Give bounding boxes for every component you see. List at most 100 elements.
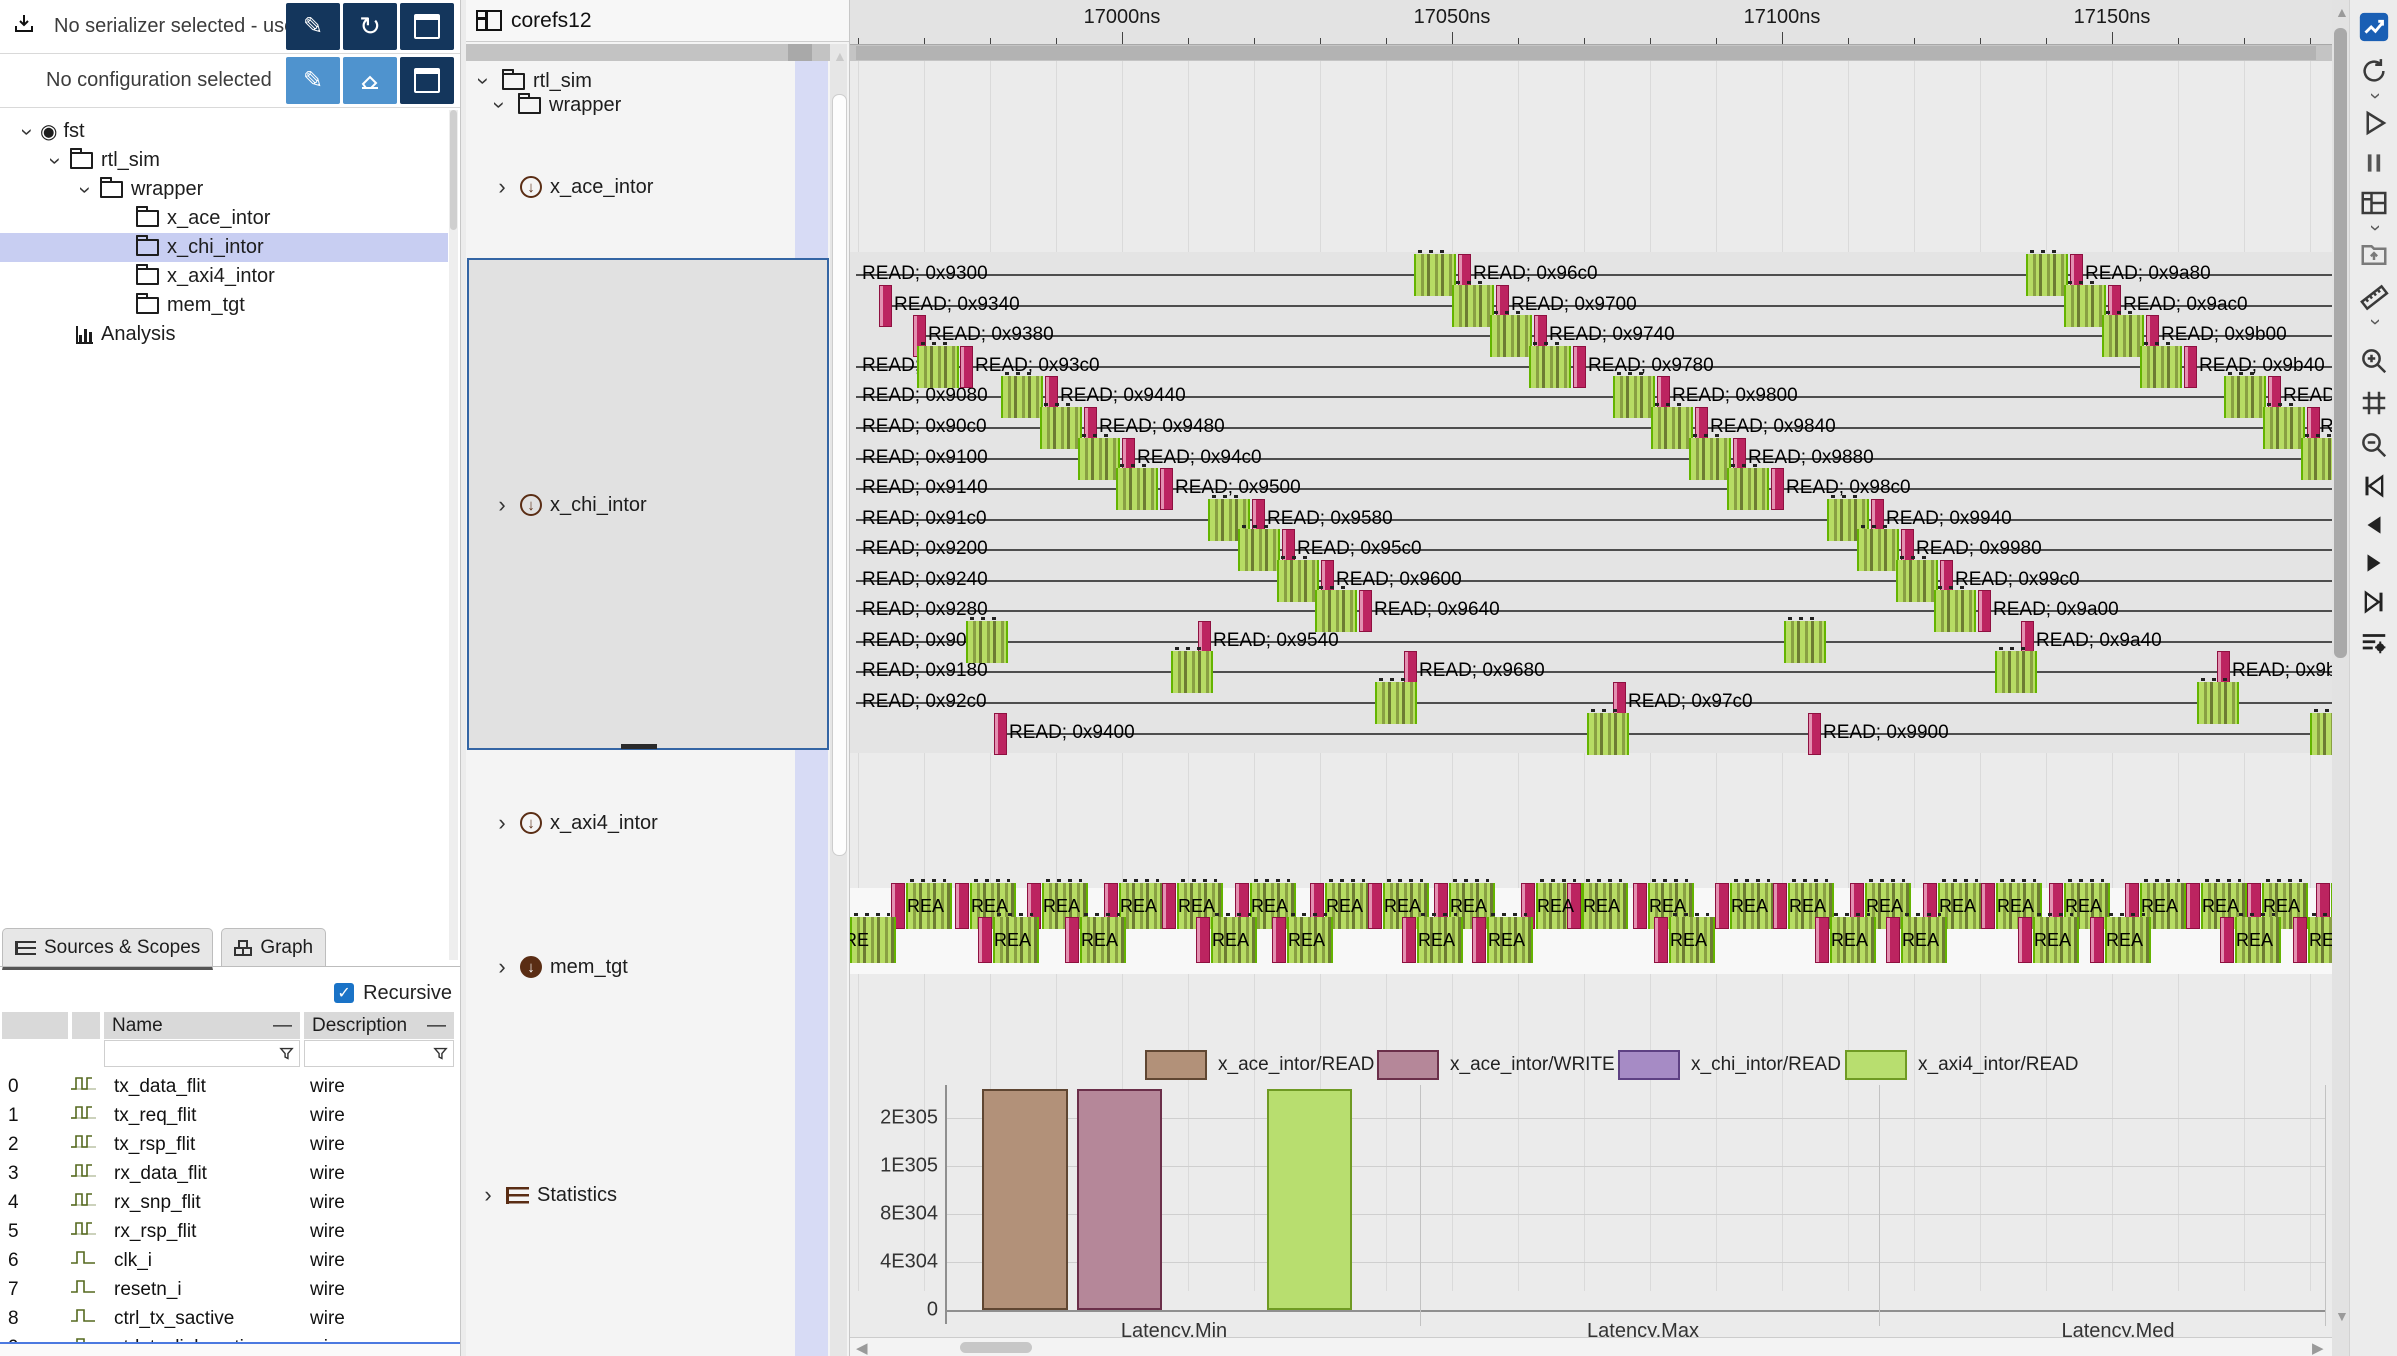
skip-to-end-icon[interactable]: [2356, 588, 2392, 616]
refresh-icon[interactable]: ›: [2356, 56, 2392, 108]
transaction-start-block[interactable]: [1978, 590, 1991, 632]
timeline-scrollbar[interactable]: [850, 45, 2332, 61]
transaction-start-block[interactable]: [1981, 883, 1995, 929]
transaction-data-block[interactable]: [2235, 913, 2281, 963]
edit-serializer-button[interactable]: ✎: [286, 3, 340, 50]
transaction-data-block[interactable]: [906, 879, 952, 929]
stream-item-Statistics[interactable]: › Statistics: [478, 1180, 617, 1210]
transaction-data-block[interactable]: [1587, 709, 1629, 755]
transaction-start-block[interactable]: [1065, 917, 1079, 963]
statistics-chart-icon[interactable]: [2356, 10, 2392, 44]
transaction-start-block[interactable]: [1162, 883, 1176, 929]
transaction-data-block[interactable]: [1171, 647, 1213, 693]
name-filter-input[interactable]: [104, 1040, 300, 1067]
chevron-right-icon[interactable]: ›: [484, 1182, 492, 1207]
signal-row-tx_req_flit[interactable]: 1 tx_req_flit wire: [0, 1101, 458, 1130]
transaction-data-block[interactable]: [1211, 913, 1257, 963]
ruler-icon[interactable]: ›: [2356, 282, 2392, 334]
transaction-data-block[interactable]: [1896, 556, 1938, 602]
transaction-data-block[interactable]: [1613, 372, 1655, 418]
transaction-start-block[interactable]: [1472, 917, 1486, 963]
transaction-data-block[interactable]: [850, 913, 896, 963]
transaction-data-block[interactable]: [1727, 464, 1769, 510]
stream-vertical-scrollbar[interactable]: ▲: [830, 44, 847, 1356]
scope-tree-item-x_chi_intor[interactable]: x_chi_intor: [0, 233, 448, 262]
scope-tree-item-mem_tgt[interactable]: mem_tgt: [0, 291, 448, 320]
transaction-data-block[interactable]: [2263, 403, 2305, 449]
transaction-data-block[interactable]: [1080, 913, 1126, 963]
transaction-data-block[interactable]: [1001, 372, 1043, 418]
skip-to-start-icon[interactable]: [2356, 472, 2392, 500]
stream-horizontal-scrollbar[interactable]: [466, 44, 834, 61]
transaction-data-block[interactable]: [2197, 678, 2239, 724]
transaction-data-block[interactable]: [1208, 495, 1250, 541]
transaction-start-block[interactable]: [1567, 883, 1581, 929]
transaction-data-block[interactable]: [1452, 281, 1494, 327]
scope-tree-item-Analysis[interactable]: Analysis: [0, 320, 448, 349]
bar-x_ace_intor/WRITE[interactable]: [1077, 1089, 1162, 1310]
chevron-right-icon[interactable]: ›: [498, 492, 506, 517]
transaction-data-block[interactable]: [2102, 311, 2144, 357]
transaction-start-block[interactable]: [879, 285, 892, 327]
transaction-data-block[interactable]: [2033, 913, 2079, 963]
transaction-data-block[interactable]: [1487, 913, 1533, 963]
transaction-data-block[interactable]: [2224, 372, 2266, 418]
transaction-start-block[interactable]: [1196, 917, 1210, 963]
transaction-start-block[interactable]: [1160, 468, 1173, 510]
transaction-data-block[interactable]: [917, 342, 959, 388]
folder-export-icon[interactable]: [2356, 240, 2392, 270]
step-forward-icon[interactable]: [2356, 550, 2392, 576]
transaction-data-block[interactable]: [1784, 617, 1826, 663]
scope-tree-item-x_axi4_intor[interactable]: x_axi4_intor: [0, 262, 448, 291]
transaction-data-block[interactable]: [1078, 434, 1120, 480]
transaction-start-block[interactable]: [955, 883, 969, 929]
layout-grid-icon[interactable]: ›: [2356, 188, 2392, 240]
transaction-data-block[interactable]: [1651, 403, 1693, 449]
transaction-data-block[interactable]: [2308, 913, 2332, 963]
chevron-down-icon[interactable]: ›: [2364, 224, 2387, 232]
description-filter-input[interactable]: [304, 1040, 454, 1067]
transaction-data-block[interactable]: [1116, 464, 1158, 510]
scroll-down-arrow[interactable]: ▼: [2335, 1308, 2349, 1324]
timeline-ruler[interactable]: 17000ns 17050ns 17100ns 17150ns: [850, 0, 2332, 45]
transaction-data-block[interactable]: [1277, 556, 1319, 602]
reload-serializer-button[interactable]: ↻: [343, 3, 397, 50]
transaction-start-block[interactable]: [2186, 883, 2200, 929]
transaction-start-block[interactable]: [1573, 346, 1586, 388]
transaction-data-block[interactable]: [1934, 586, 1976, 632]
signal-row-rx_rsp_flit[interactable]: 5 rx_rsp_flit wire: [0, 1217, 458, 1246]
stream-item-rtl_sim[interactable]: › rtl_sim: [472, 66, 592, 96]
transaction-start-block[interactable]: [1654, 917, 1668, 963]
transaction-data-block[interactable]: [1830, 913, 1876, 963]
play-icon[interactable]: [2356, 108, 2392, 138]
transaction-start-block[interactable]: [2090, 917, 2104, 963]
transaction-data-block[interactable]: [2310, 709, 2332, 755]
transaction-data-block[interactable]: [2140, 342, 2182, 388]
zoom-in-icon[interactable]: [2356, 346, 2392, 376]
transaction-data-block[interactable]: [1287, 913, 1333, 963]
transaction-start-block[interactable]: [2184, 346, 2197, 388]
chevron-down-icon[interactable]: ›: [2364, 92, 2387, 100]
transaction-start-block[interactable]: [1773, 883, 1787, 929]
bar-x_axi4_intor/READ[interactable]: [1267, 1089, 1352, 1310]
waveform-horizontal-scrollbar[interactable]: ◀ ▶: [850, 1337, 2332, 1356]
serializer-window-button[interactable]: [400, 3, 454, 50]
transaction-data-block[interactable]: [1857, 525, 1899, 571]
transaction-data-block[interactable]: [2331, 883, 2332, 929]
stream-item-x_chi_intor[interactable]: › ↓ x_chi_intor: [492, 490, 647, 520]
signal-row-ctrl_tx_sactive[interactable]: 8 ctrl_tx_sactive wire: [0, 1304, 458, 1333]
transaction-start-block[interactable]: [960, 346, 973, 388]
transaction-data-block[interactable]: [1414, 250, 1456, 296]
transaction-start-block[interactable]: [1359, 590, 1372, 632]
transaction-start-block[interactable]: [1808, 713, 1821, 755]
stream-item-x_ace_intor[interactable]: › ↓ x_ace_intor: [492, 172, 653, 202]
transaction-start-block[interactable]: [1715, 883, 1729, 929]
transaction-start-block[interactable]: [2220, 917, 2234, 963]
step-backward-icon[interactable]: [2356, 512, 2392, 538]
chevron-down-icon[interactable]: ›: [487, 101, 513, 109]
chevron-down-icon[interactable]: ›: [73, 185, 99, 194]
transaction-data-block[interactable]: [1689, 434, 1731, 480]
scope-tree-item-rtl_sim[interactable]: › rtl_sim: [0, 146, 448, 175]
transaction-data-block[interactable]: [2301, 434, 2332, 480]
transaction-data-block[interactable]: [1375, 678, 1417, 724]
